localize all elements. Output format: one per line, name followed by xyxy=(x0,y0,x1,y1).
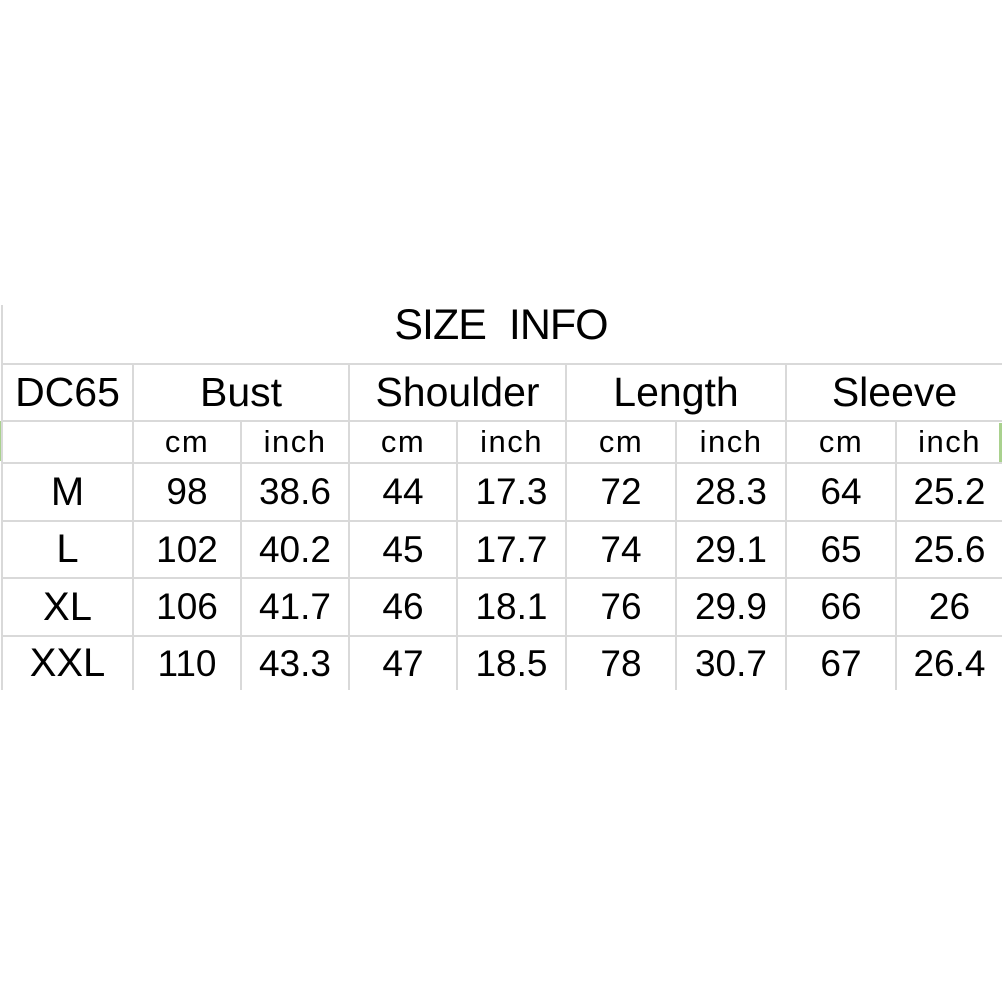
value-cell: 25.2 xyxy=(895,462,1002,520)
value-cell: 26.4 xyxy=(895,635,1002,690)
gridline-stub xyxy=(1,305,3,363)
value-cell: 25.6 xyxy=(895,520,1002,577)
value-cell: 28.3 xyxy=(675,462,785,520)
unit-sleeve-cm: cm xyxy=(785,420,895,462)
value-cell: 29.9 xyxy=(675,577,785,635)
unit-spacer-cell xyxy=(1,420,132,462)
value-cell: 26 xyxy=(895,577,1002,635)
value-cell: 106 xyxy=(132,577,240,635)
value-cell: 65 xyxy=(785,520,895,577)
size-table: DC65 Bust Shoulder Length Sleeve cm inch… xyxy=(1,363,1002,690)
header-length: Length xyxy=(565,363,785,420)
value-cell: 74 xyxy=(565,520,675,577)
value-cell: 110 xyxy=(132,635,240,690)
value-cell: 46 xyxy=(348,577,456,635)
size-label-xl: XL xyxy=(1,577,132,635)
value-cell: 18.5 xyxy=(456,635,565,690)
value-cell: 76 xyxy=(565,577,675,635)
value-cell: 18.1 xyxy=(456,577,565,635)
unit-shoulder-cm: cm xyxy=(348,420,456,462)
value-cell: 98 xyxy=(132,462,240,520)
value-cell: 64 xyxy=(785,462,895,520)
unit-sleeve-inch: inch xyxy=(895,420,1002,462)
value-cell: 40.2 xyxy=(240,520,348,577)
page-title: SIZE INFO xyxy=(394,301,608,349)
value-cell: 38.6 xyxy=(240,462,348,520)
unit-length-cm: cm xyxy=(565,420,675,462)
value-cell: 67 xyxy=(785,635,895,690)
value-cell: 41.7 xyxy=(240,577,348,635)
value-cell: 66 xyxy=(785,577,895,635)
selection-edge-right xyxy=(999,423,1002,463)
unit-shoulder-inch: inch xyxy=(456,420,565,462)
value-cell: 29.1 xyxy=(675,520,785,577)
value-cell: 47 xyxy=(348,635,456,690)
unit-length-inch: inch xyxy=(675,420,785,462)
value-cell: 17.3 xyxy=(456,462,565,520)
header-shoulder: Shoulder xyxy=(348,363,565,420)
value-cell: 78 xyxy=(565,635,675,690)
value-cell: 43.3 xyxy=(240,635,348,690)
value-cell: 30.7 xyxy=(675,635,785,690)
value-cell: 102 xyxy=(132,520,240,577)
size-label-m: M xyxy=(1,462,132,520)
header-bust: Bust xyxy=(132,363,348,420)
value-cell: 45 xyxy=(348,520,456,577)
value-cell: 17.7 xyxy=(456,520,565,577)
size-label-l: L xyxy=(1,520,132,577)
value-cell: 44 xyxy=(348,462,456,520)
header-sleeve: Sleeve xyxy=(785,363,1002,420)
model-code-cell: DC65 xyxy=(1,363,132,420)
value-cell: 72 xyxy=(565,462,675,520)
unit-bust-inch: inch xyxy=(240,420,348,462)
unit-bust-cm: cm xyxy=(132,420,240,462)
size-label-xxl: XXL xyxy=(1,635,132,690)
